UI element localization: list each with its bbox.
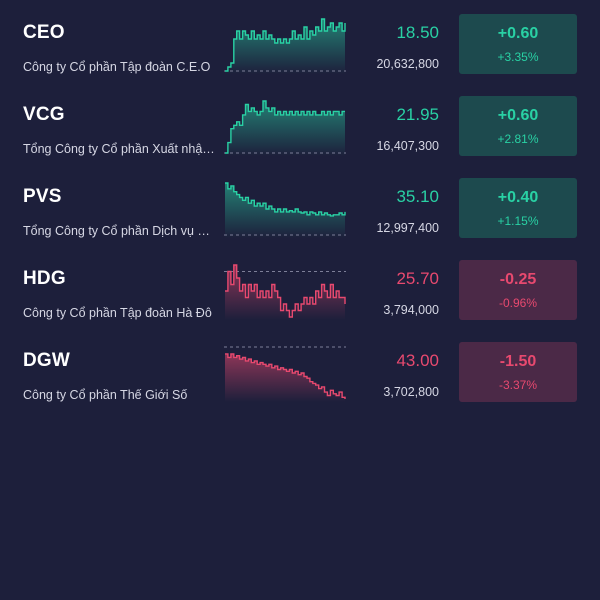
sparkline-line	[225, 353, 346, 399]
change-badge[interactable]: +0.40 +1.15%	[459, 178, 577, 238]
ticker-symbol: CEO	[23, 22, 65, 43]
price-change: -0.25	[499, 271, 537, 288]
percent-change: -3.37%	[498, 378, 538, 392]
stock-row[interactable]: VCG Tổng Công ty Cổ phần Xuất nhập khẩu …	[0, 82, 600, 164]
sparkline-area	[225, 19, 345, 74]
sparkline-chart	[224, 346, 346, 402]
sparkline-area	[225, 353, 345, 402]
last-price: 25.70	[396, 269, 439, 288]
sparkline-line	[225, 264, 346, 318]
change-badge[interactable]: +0.60 +2.81%	[459, 96, 577, 156]
price-change: -1.50	[499, 353, 537, 370]
sparkline-area	[225, 183, 345, 238]
sparkline-area	[225, 101, 345, 156]
percent-change: +2.81%	[497, 132, 539, 146]
sparkline-area	[225, 265, 345, 320]
ticker-symbol: HDG	[23, 268, 66, 289]
sparkline-chart	[224, 100, 346, 156]
price-change: +0.60	[497, 107, 539, 124]
company-name: Tổng Công ty Cổ phần Dịch vụ Kỹ thuật Dầ…	[23, 224, 218, 238]
sparkline-line	[225, 18, 346, 72]
company-name: Công ty Cổ phần Tập đoàn C.E.O	[23, 60, 211, 74]
sparkline-line	[225, 100, 345, 154]
last-price: 43.00	[396, 351, 439, 370]
stock-row[interactable]: CEO Công ty Cổ phần Tập đoàn C.E.O 18.50…	[0, 0, 600, 82]
ticker-symbol: DGW	[23, 350, 71, 371]
percent-change: +3.35%	[497, 50, 539, 64]
last-price: 21.95	[396, 105, 439, 124]
stock-row[interactable]: DGW Công ty Cổ phần Thế Giới Số 43.00 3,…	[0, 328, 600, 410]
percent-change: +1.15%	[497, 214, 539, 228]
price-change: +0.40	[497, 189, 539, 206]
sparkline-chart	[224, 182, 346, 238]
sparkline-chart	[224, 264, 346, 320]
stock-row[interactable]: HDG Công ty Cổ phần Tập đoàn Hà Đô 25.70…	[0, 246, 600, 328]
change-badge[interactable]: +0.60 +3.35%	[459, 14, 577, 74]
company-name: Công ty Cổ phần Thế Giới Số	[23, 388, 188, 402]
company-name: Công ty Cổ phần Tập đoàn Hà Đô	[23, 306, 212, 320]
company-name: Tổng Công ty Cổ phần Xuất nhập khẩu và X…	[23, 142, 218, 156]
change-badge[interactable]: -0.25 -0.96%	[459, 260, 577, 320]
trading-volume: 3,702,800	[383, 385, 439, 399]
last-price: 35.10	[396, 187, 439, 206]
trading-volume: 3,794,000	[383, 303, 439, 317]
percent-change: -0.96%	[498, 296, 538, 310]
last-price: 18.50	[396, 23, 439, 42]
sparkline-chart	[224, 18, 346, 74]
trading-volume: 12,997,400	[376, 221, 439, 235]
sparkline-line	[225, 182, 346, 217]
trading-volume: 20,632,800	[376, 57, 439, 71]
stock-row[interactable]: PVS Tổng Công ty Cổ phần Dịch vụ Kỹ thuậ…	[0, 164, 600, 246]
trading-volume: 16,407,300	[376, 139, 439, 153]
change-badge[interactable]: -1.50 -3.37%	[459, 342, 577, 402]
ticker-symbol: PVS	[23, 186, 62, 207]
ticker-symbol: VCG	[23, 104, 65, 125]
price-change: +0.60	[497, 25, 539, 42]
